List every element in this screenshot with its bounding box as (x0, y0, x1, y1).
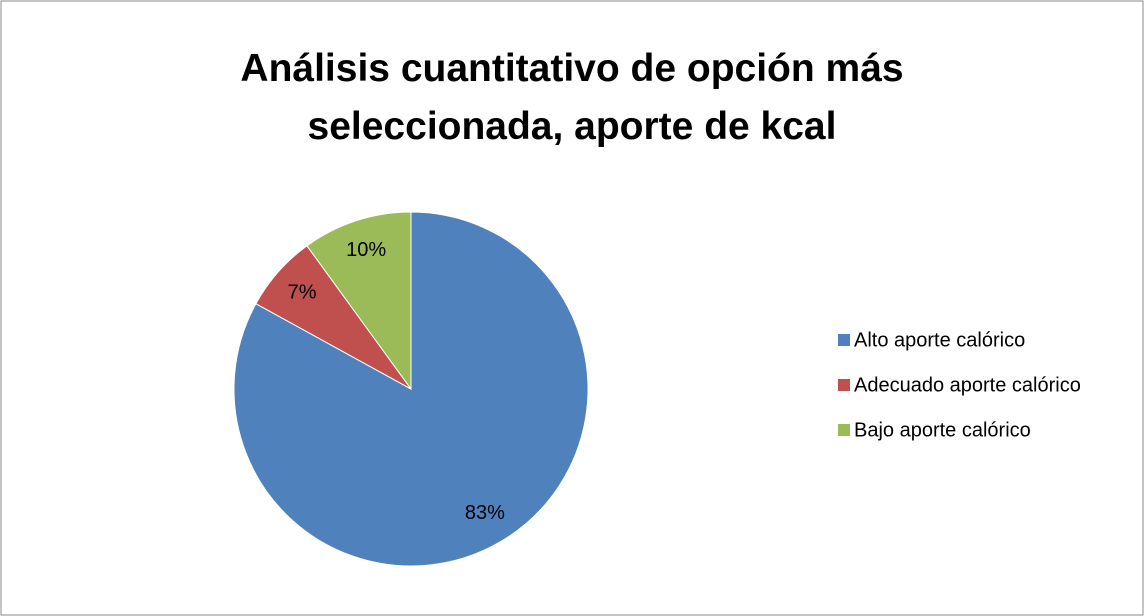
data-label: 83% (465, 502, 505, 524)
legend-label: Adecuado aporte calórico (854, 374, 1081, 396)
legend-swatch (838, 334, 850, 346)
pie-slice (233, 211, 589, 567)
data-label: 7% (288, 281, 317, 303)
legend-swatch (838, 424, 850, 436)
pie-slice (306, 211, 412, 391)
legend-label: Bajo aporte calórico (854, 419, 1031, 441)
legend-label: Alto aporte calórico (854, 329, 1025, 351)
chart-title: Análisis cuantitativo de opción más sele… (240, 47, 904, 148)
data-label: 10% (346, 239, 386, 261)
legend-swatch (838, 379, 850, 391)
